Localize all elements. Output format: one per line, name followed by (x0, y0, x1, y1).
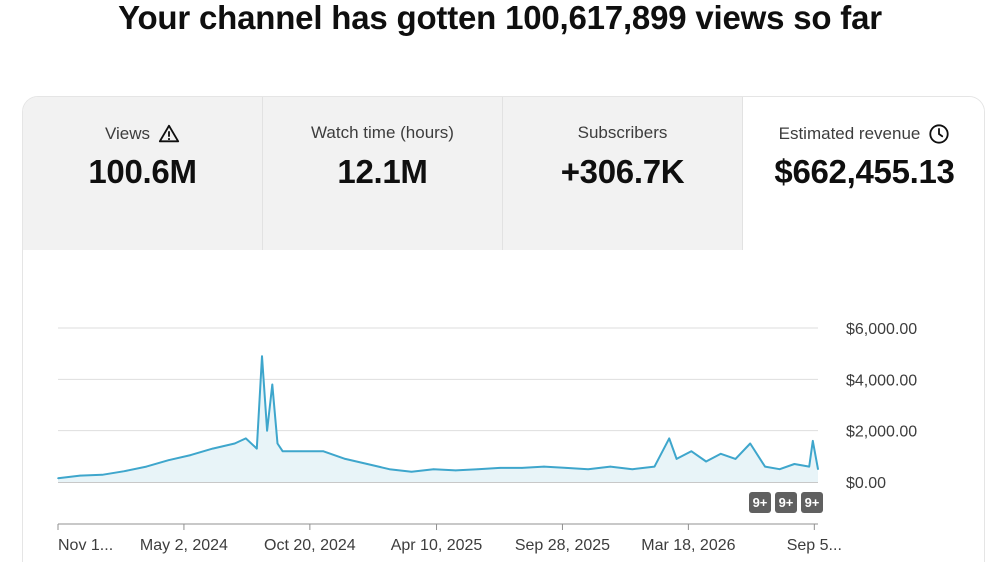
metric-tabs: Views 100.6M Watch time (hours) 12.1M Su… (23, 97, 984, 250)
annotation-badge-label: 9+ (753, 495, 768, 510)
revenue-point (145, 465, 148, 468)
x-tick-label: Nov 1... (58, 537, 113, 554)
tab-watch-time-label-row: Watch time (hours) (263, 123, 502, 143)
revenue-point (454, 469, 457, 472)
tab-views[interactable]: Views 100.6M (23, 97, 263, 250)
x-tick-label: Mar 18, 2026 (641, 537, 735, 554)
revenue-chart-svg[interactable]: $6,000.00 $4,000.00 $2,000.00 $0.00 Nov 1...… (23, 250, 985, 562)
revenue-point (817, 468, 819, 470)
revenue-point (477, 468, 479, 470)
revenue-point (812, 440, 814, 442)
tab-watch-time-value: 12.1M (337, 153, 428, 190)
revenue-line[interactable] (57, 355, 819, 480)
revenue-point (256, 447, 258, 450)
revenue-point (609, 465, 612, 468)
page-headline: Your channel has gotten 100,617,899 view… (118, 0, 882, 36)
y-tick-label: $4,000.00 (846, 372, 917, 389)
revenue-point (653, 465, 656, 468)
revenue-point (101, 474, 103, 476)
revenue-point (211, 447, 214, 450)
tab-subscribers[interactable]: Subscribers +306.7K (503, 97, 743, 250)
tab-views-label: Views (104, 124, 151, 143)
y-tick-label: $6,000.00 (846, 321, 917, 338)
clock-icon[interactable] (928, 123, 950, 145)
annotation-badge[interactable]: 9+ (801, 492, 823, 513)
revenue-point (79, 474, 81, 477)
revenue-point (388, 468, 391, 470)
annotation-badge[interactable]: 9+ (775, 492, 797, 513)
revenue-point (631, 468, 634, 470)
revenue-point (189, 454, 192, 456)
tab-views-label-row: Views (23, 123, 262, 145)
revenue-point (281, 450, 284, 452)
revenue-point (705, 460, 707, 463)
revenue-point (675, 458, 678, 460)
revenue-point (499, 467, 501, 469)
revenue-point (734, 458, 737, 460)
annotation-badge-label: 9+ (805, 495, 820, 510)
revenue-point (432, 468, 435, 470)
revenue-point (271, 383, 274, 386)
revenue-point (276, 442, 279, 445)
revenue-point (322, 450, 324, 452)
revenue-point (266, 429, 268, 432)
revenue-point (521, 467, 523, 469)
annotation-badge-box (775, 492, 797, 513)
revenue-point (668, 437, 670, 440)
tab-revenue-label: Estimated revenue (778, 124, 921, 143)
revenue-point (344, 458, 347, 460)
tab-subscribers-value: +306.7K (560, 153, 685, 190)
revenue-point (749, 442, 751, 445)
tab-views-value: 100.6M (88, 153, 197, 190)
revenue-point (261, 355, 263, 357)
revenue-point (690, 450, 693, 452)
x-tick-label: Sep 5... (787, 537, 842, 554)
revenue-point (565, 467, 567, 469)
y-tick-label: $2,000.00 (846, 424, 917, 441)
warning-icon[interactable] (158, 123, 180, 145)
revenue-point (167, 459, 170, 461)
y-tick-label: $0.00 (846, 475, 886, 492)
revenue-point (587, 468, 589, 470)
revenue-point (123, 470, 126, 472)
revenue-chart[interactable]: $6,000.00 $4,000.00 $2,000.00 $0.00 Nov 1...… (23, 250, 985, 562)
revenue-point (300, 450, 302, 452)
revenue-point (543, 465, 545, 468)
tab-estimated-revenue[interactable]: Estimated revenue $662,455.13 (743, 97, 984, 250)
revenue-area (58, 356, 818, 482)
revenue-point (410, 470, 413, 473)
revenue-point (366, 463, 369, 465)
revenue-point (720, 453, 722, 455)
tab-subscribers-label-row: Subscribers (503, 123, 742, 143)
analytics-card: Views 100.6M Watch time (hours) 12.1M Su… (22, 96, 985, 562)
x-tick-label: Apr 10, 2025 (391, 537, 483, 554)
tab-watch-time-label: Watch time (hours) (311, 123, 454, 142)
x-tick-label: May 2, 2024 (140, 537, 228, 554)
tab-subscribers-label: Subscribers (577, 123, 668, 142)
revenue-point (57, 477, 59, 479)
revenue-point (808, 465, 810, 468)
revenue-point (245, 437, 247, 440)
tab-watch-time[interactable]: Watch time (hours) 12.1M (263, 97, 503, 250)
tab-revenue-label-row: Estimated revenue (743, 123, 984, 145)
x-tick-label: Oct 20, 2024 (264, 537, 356, 554)
annotation-badge[interactable]: 9+ (749, 492, 771, 513)
revenue-point (778, 468, 781, 470)
annotation-badge-box (749, 492, 771, 513)
revenue-point (793, 463, 796, 465)
revenue-point (233, 442, 236, 445)
revenue-point (764, 465, 766, 468)
annotation-badge-box (801, 492, 823, 513)
x-tick-label: Sep 28, 2025 (515, 537, 610, 554)
annotation-badge-label: 9+ (779, 495, 794, 510)
tab-revenue-value: $662,455.13 (774, 153, 955, 190)
